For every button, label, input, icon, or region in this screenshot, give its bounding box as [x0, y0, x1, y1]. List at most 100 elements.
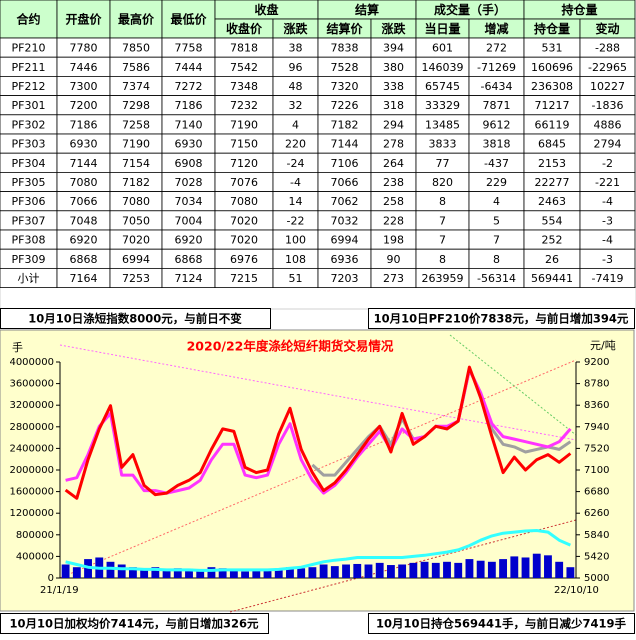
table-cell-text: 7182: [331, 118, 359, 131]
annotation-box: [368, 613, 635, 634]
header-cell: 当日量: [424, 21, 460, 36]
table-cell-text: PF304: [12, 157, 46, 170]
y-tick-label: 1200000: [9, 508, 54, 519]
table-cell-text: 7186: [70, 118, 98, 131]
table-cell: [56, 0, 111, 39]
table-cell-text: 7542: [230, 61, 258, 74]
table-cell-text: 7200: [70, 99, 98, 112]
volume-bar: [364, 564, 373, 578]
table-cell-text: PF302: [12, 118, 46, 131]
table-cell-text: 7850: [122, 42, 150, 55]
table-cell-text: 7106: [331, 157, 359, 170]
volume-bar: [162, 569, 171, 578]
table-cell-text: 3818: [483, 138, 511, 151]
table-cell-text: 394: [383, 42, 404, 55]
volume-bar: [252, 569, 261, 578]
table-cell-text: 7871: [483, 99, 511, 112]
table-cell-text: 7: [439, 234, 446, 247]
y2-tick-label: 6680: [584, 487, 609, 498]
table-cell-text: 7190: [122, 138, 150, 151]
table-cell-text: 100: [285, 234, 306, 247]
volume-bar: [420, 561, 429, 578]
table-cell-text: 263959: [422, 272, 464, 285]
header-cell: 增减: [484, 21, 508, 36]
volume-bar: [532, 553, 541, 578]
y2-tick-label: 8780: [584, 379, 609, 390]
volume-bar: [319, 564, 328, 578]
table-cell-text: 7190: [230, 118, 258, 131]
y-tick-label: 4000000: [9, 357, 54, 368]
header-cell: 持仓量: [534, 21, 570, 36]
table-cell-text: -3: [602, 253, 613, 266]
table-cell-text: 7020: [230, 234, 258, 247]
table-cell-text: -221: [595, 176, 620, 189]
annotation-box: [0, 308, 271, 329]
volume-bar: [465, 559, 474, 578]
table-cell-text: 7066: [70, 195, 98, 208]
volume-bar: [487, 561, 496, 578]
table-cell-text: 6908: [175, 157, 203, 170]
table-cell-text: 6994: [122, 253, 150, 266]
table-cell-text: 7: [493, 234, 500, 247]
table-cell-text: 7586: [122, 61, 150, 74]
volume-bar: [454, 562, 463, 578]
header-cell: 涨跌: [283, 21, 308, 36]
table-cell-text: 7182: [122, 176, 150, 189]
table-cell: [109, 0, 163, 39]
table-cell-text: 7348: [230, 80, 258, 93]
table-cell-text: 7124: [175, 272, 203, 285]
y2-tick-label: 5420: [584, 551, 609, 562]
table-cell-text: 238: [383, 176, 404, 189]
table-cell-text: 7780: [70, 42, 98, 55]
volume-bar: [173, 568, 182, 578]
table-cell-text: 7300: [70, 80, 98, 93]
table-cell-text: 7150: [230, 138, 258, 151]
header-cell: 收盘: [254, 2, 278, 17]
header-cell: 变动: [595, 21, 619, 36]
table-cell-text: PF303: [12, 138, 46, 151]
table-cell-text: 48: [289, 80, 303, 93]
table-cell-text: 601: [432, 42, 453, 55]
table-cell-text: -22965: [588, 61, 627, 74]
header-cell: 最低价: [170, 12, 207, 27]
table-cell-text: 7226: [331, 99, 359, 112]
table-cell-text: 554: [542, 214, 563, 227]
volume-bar: [330, 566, 339, 578]
volume-bar: [151, 567, 160, 578]
volume-bar: [229, 569, 238, 578]
header-cell: 最高价: [118, 12, 155, 27]
y2-tick-label: 9200: [584, 357, 609, 368]
table-cell-text: 380: [383, 61, 404, 74]
table-cell-text: 2153: [538, 157, 566, 170]
table-cell-text: 4886: [594, 118, 622, 131]
y-tick-label: 3600000: [9, 379, 54, 390]
table-cell-text: 264: [383, 157, 404, 170]
table-cell-text: 6994: [331, 234, 359, 247]
header-cell: 开盘价: [65, 12, 102, 27]
x-tick-label: 21/1/19: [40, 585, 79, 596]
table-cell-text: -288: [595, 42, 620, 55]
table-cell-text: 7154: [122, 157, 150, 170]
table-cell-text: 6920: [70, 234, 98, 247]
table-cell-text: -1836: [592, 99, 624, 112]
header-cell: 结算价: [326, 21, 363, 36]
table-cell-text: 33329: [425, 99, 460, 112]
table-cell-text: 7032: [331, 214, 359, 227]
volume-bar: [140, 568, 149, 578]
table-cell-text: 108: [285, 253, 306, 266]
table-cell-text: 7144: [331, 138, 359, 151]
table-cell-text: 77: [436, 157, 450, 170]
annotation: 10月10日涤短指数8000元，与前日不变: [28, 312, 242, 326]
table-cell-text: 71217: [535, 99, 570, 112]
table-cell-text: -71269: [477, 61, 516, 74]
y2-tick-label: 8360: [584, 400, 609, 411]
y-axis-unit: 手: [12, 340, 23, 354]
volume-bar: [544, 555, 552, 578]
table-cell-text: 7140: [175, 118, 203, 131]
y-tick-label: 2000000: [9, 465, 54, 476]
table-cell-text: 3833: [429, 138, 457, 151]
volume-bar: [72, 567, 81, 578]
y2-tick-label: 7520: [584, 443, 609, 454]
